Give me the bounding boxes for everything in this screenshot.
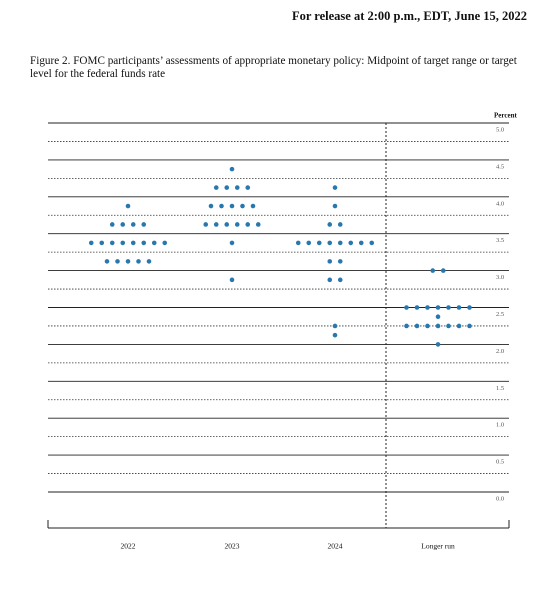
y-axis-label: Percent [494, 112, 517, 120]
y-tick-label: 1.5 [496, 385, 504, 392]
dot [255, 222, 261, 227]
dot [404, 323, 409, 329]
dot [125, 203, 131, 209]
dot [332, 185, 338, 190]
dot [229, 240, 235, 246]
dot [430, 268, 436, 273]
dot [208, 203, 214, 209]
dot [295, 240, 301, 246]
dot [162, 240, 168, 246]
dot [240, 203, 245, 209]
dot [109, 240, 115, 246]
dot [141, 240, 147, 246]
dot [446, 323, 451, 329]
dot [146, 259, 152, 264]
dot [203, 222, 209, 227]
dot [136, 259, 141, 264]
dot [435, 342, 441, 347]
dot [404, 305, 409, 310]
x-tick-label: 2024 [328, 542, 343, 551]
dot [332, 323, 338, 329]
dot [229, 277, 235, 283]
dot [245, 185, 251, 190]
dot [348, 240, 354, 246]
dot [151, 240, 157, 246]
dot [316, 240, 322, 246]
dot [456, 305, 462, 310]
dot [327, 277, 333, 283]
dot [446, 305, 451, 310]
dot [337, 240, 343, 246]
dot [337, 259, 343, 264]
chart-title: Figure 2. FOMC participants’ assessments… [30, 55, 517, 80]
dot [120, 222, 126, 227]
y-tick-label: 4.0 [496, 200, 504, 207]
dot [115, 259, 120, 264]
dot [306, 240, 312, 246]
dot [435, 323, 441, 329]
dot [327, 222, 333, 227]
y-tick-label: 2.0 [496, 348, 504, 355]
dot [467, 305, 472, 310]
dot [229, 166, 235, 172]
dot [130, 222, 136, 227]
dot [435, 314, 441, 320]
dot [337, 222, 343, 227]
dot [224, 222, 230, 227]
dot [337, 277, 343, 283]
caption-box: Figure 2. FOMC participants’ assessments… [30, 55, 517, 80]
dot [425, 305, 430, 310]
dot [245, 222, 251, 227]
dot [99, 240, 105, 246]
dot [109, 222, 115, 227]
dot [467, 323, 472, 329]
dot [104, 259, 110, 264]
dot [250, 203, 256, 209]
dot [213, 185, 219, 190]
dot [414, 323, 420, 329]
release-header: For release at 2:00 p.m., EDT, June 15, … [292, 9, 527, 23]
dot [219, 203, 224, 209]
dot [327, 259, 333, 264]
x-tick-label: Longer run [421, 542, 455, 551]
x-tick-label: 2022 [121, 542, 136, 551]
dot [414, 305, 420, 310]
dot [224, 185, 230, 190]
y-tick-label: 0.5 [496, 459, 504, 466]
dot [435, 305, 441, 310]
y-tick-label: 3.5 [496, 237, 504, 244]
y-tick-label: 1.0 [496, 422, 504, 429]
dot [440, 268, 446, 273]
dot [234, 222, 240, 227]
dot [456, 323, 462, 329]
dot [120, 240, 126, 246]
dot [229, 203, 235, 209]
dot [125, 259, 131, 264]
dot [369, 240, 375, 246]
dot [332, 332, 338, 338]
dot [425, 323, 430, 329]
x-tick-label: 2023 [225, 542, 240, 551]
y-tick-label: 4.5 [496, 163, 504, 170]
dot [88, 240, 94, 246]
y-tick-label: 0.0 [496, 495, 504, 502]
dot [213, 222, 219, 227]
dot [327, 240, 333, 246]
y-tick-label: 5.0 [496, 126, 504, 133]
y-tick-label: 2.5 [496, 311, 504, 318]
dot [332, 203, 338, 209]
dot [358, 240, 364, 246]
y-tick-label: 3.0 [496, 274, 504, 281]
dot [234, 185, 240, 190]
dot [130, 240, 136, 246]
dot [141, 222, 147, 227]
